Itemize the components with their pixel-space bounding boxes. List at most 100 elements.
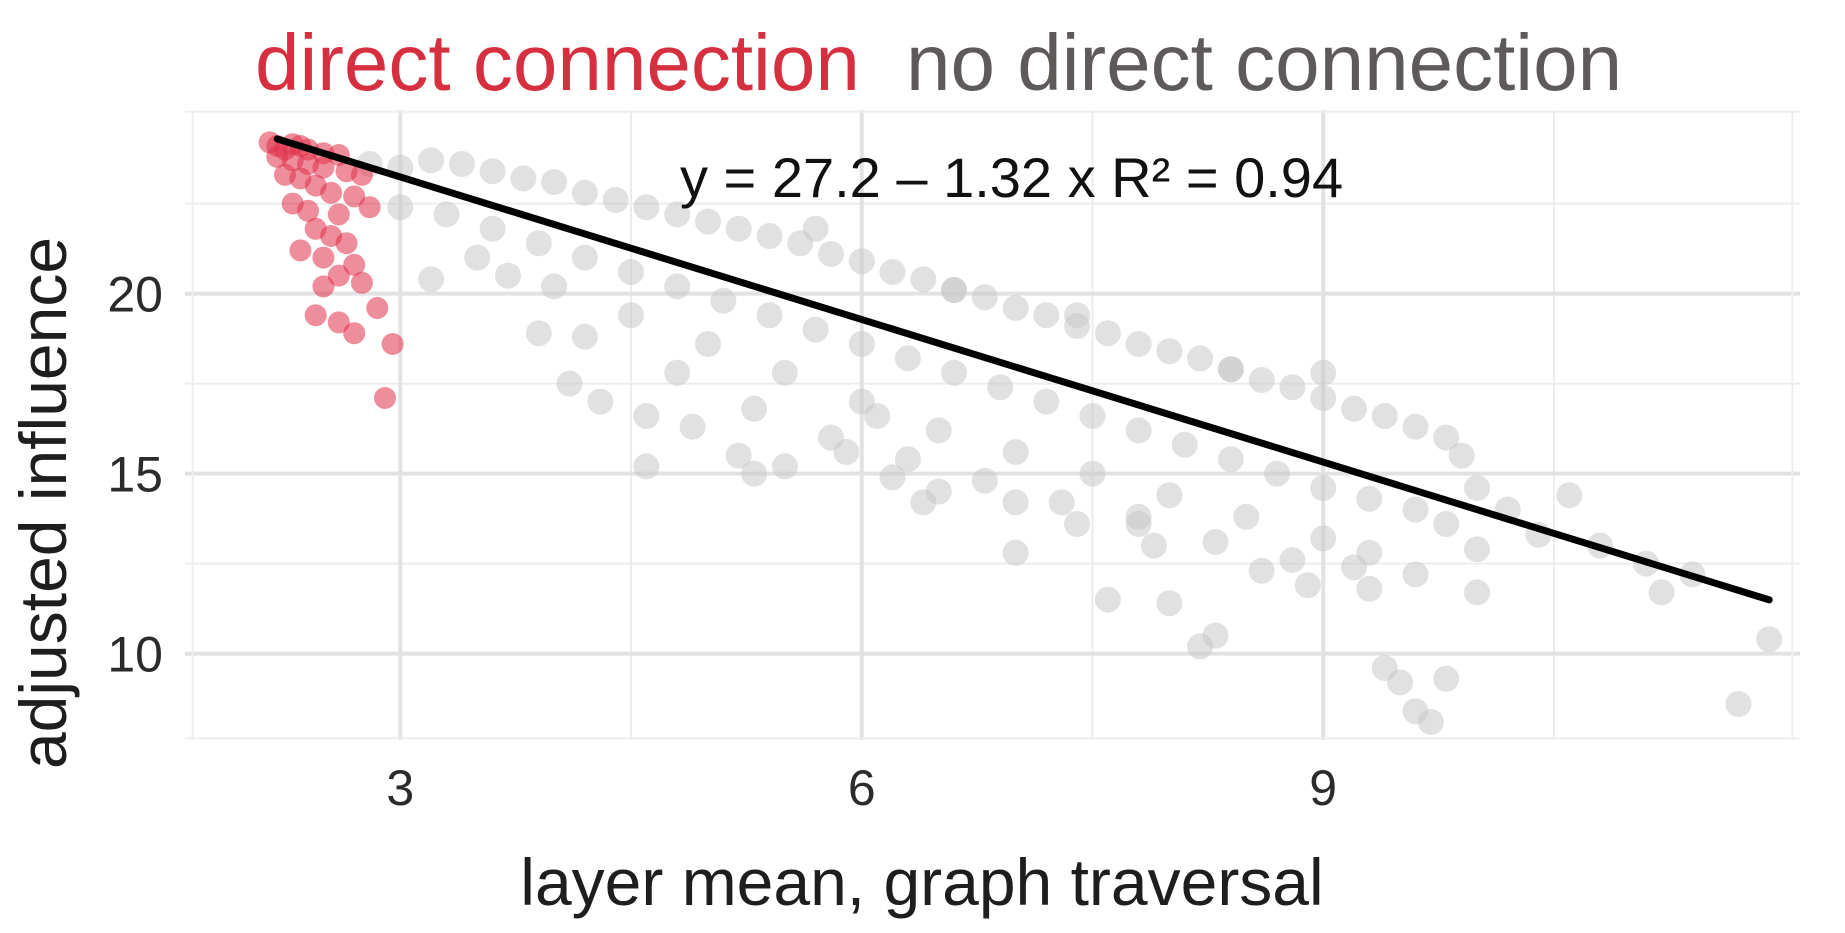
legend-no-direct-connection: no direct connection: [906, 18, 1622, 107]
point-no-direct-connection: [1310, 359, 1337, 386]
point-no-direct-connection: [1141, 532, 1167, 559]
point-no-direct-connection: [741, 395, 768, 422]
point-no-direct-connection: [1648, 579, 1675, 606]
point-no-direct-connection: [495, 262, 521, 289]
point-no-direct-connection: [879, 259, 906, 285]
point-no-direct-connection: [1248, 367, 1275, 393]
point-direct-connection: [343, 253, 366, 276]
point-no-direct-connection: [618, 259, 644, 285]
point-no-direct-connection: [571, 323, 598, 350]
x-axis-ticks: 3 6 9: [386, 760, 1337, 816]
point-no-direct-connection: [756, 302, 783, 329]
point-no-direct-connection: [1279, 374, 1306, 401]
point-no-direct-connection: [571, 179, 598, 206]
y-tick-label: 15: [107, 447, 163, 503]
point-no-direct-connection: [1464, 579, 1490, 606]
x-tick-label: 6: [848, 760, 876, 816]
point-no-direct-connection: [1156, 338, 1183, 365]
point-no-direct-connection: [448, 151, 475, 177]
point-direct-connection: [327, 203, 350, 226]
point-no-direct-connection: [894, 345, 921, 372]
point-no-direct-connection: [1448, 442, 1475, 469]
point-no-direct-connection: [1310, 525, 1337, 552]
point-no-direct-connection: [1756, 626, 1783, 653]
point-direct-connection: [350, 271, 373, 294]
point-no-direct-connection: [1725, 691, 1752, 717]
point-no-direct-connection: [1371, 403, 1398, 429]
point-no-direct-connection: [1202, 529, 1229, 555]
point-no-direct-connection: [541, 273, 568, 300]
point-no-direct-connection: [941, 359, 967, 386]
point-no-direct-connection: [802, 316, 829, 343]
y-axis-title: adjusted influence: [6, 237, 80, 769]
point-direct-connection: [312, 275, 335, 298]
point-no-direct-connection: [679, 413, 706, 440]
point-no-direct-connection: [664, 201, 691, 228]
point-no-direct-connection: [1248, 557, 1275, 584]
point-no-direct-connection: [664, 359, 691, 386]
point-no-direct-connection: [879, 464, 906, 491]
point-no-direct-connection: [418, 266, 445, 293]
point-no-direct-connection: [479, 215, 506, 242]
point-no-direct-connection: [1356, 575, 1383, 602]
point-no-direct-connection: [864, 403, 891, 429]
point-direct-connection: [289, 239, 312, 262]
point-no-direct-connection: [910, 489, 937, 516]
point-no-direct-connection: [1279, 547, 1306, 573]
point-no-direct-connection: [1310, 385, 1337, 411]
point-direct-connection: [381, 333, 404, 355]
point-no-direct-connection: [525, 230, 552, 257]
point-no-direct-connection: [1002, 489, 1029, 516]
point-no-direct-connection: [1387, 669, 1414, 696]
point-no-direct-connection: [1125, 331, 1152, 357]
point-no-direct-connection: [1402, 413, 1429, 440]
point-no-direct-connection: [1402, 561, 1429, 588]
point-no-direct-connection: [1217, 446, 1244, 473]
point-direct-connection: [304, 304, 327, 327]
point-direct-connection: [297, 199, 319, 222]
point-no-direct-connection: [695, 208, 721, 235]
point-no-direct-connection: [633, 403, 660, 429]
point-no-direct-connection: [710, 287, 737, 314]
point-no-direct-connection: [1079, 403, 1106, 429]
point-no-direct-connection: [525, 320, 552, 347]
point-direct-connection: [327, 264, 350, 287]
point-no-direct-connection: [1464, 475, 1490, 501]
point-no-direct-connection: [725, 442, 752, 469]
point-no-direct-connection: [1079, 460, 1106, 487]
point-direct-connection: [366, 297, 389, 319]
point-no-direct-connection: [695, 331, 721, 357]
y-tick-label: 20: [107, 267, 163, 323]
point-no-direct-connection: [433, 201, 460, 228]
point-no-direct-connection: [1402, 496, 1429, 523]
point-no-direct-connection: [510, 165, 537, 192]
point-no-direct-connection: [541, 169, 568, 195]
point-direct-connection: [320, 181, 343, 204]
point-no-direct-connection: [1156, 590, 1183, 617]
point-no-direct-connection: [556, 370, 583, 397]
point-direct-connection: [343, 322, 366, 345]
point-no-direct-connection: [602, 187, 629, 213]
point-no-direct-connection: [1341, 395, 1367, 422]
point-no-direct-connection: [1094, 320, 1121, 347]
point-no-direct-connection: [1233, 503, 1260, 530]
legend-title: direct connection no direct connection: [255, 18, 1622, 107]
point-no-direct-connection: [1264, 460, 1290, 487]
point-no-direct-connection: [848, 331, 875, 357]
point-no-direct-connection: [1002, 539, 1029, 566]
regression-layer: [273, 135, 1773, 604]
point-no-direct-connection: [818, 241, 844, 267]
point-direct-connection: [343, 185, 366, 208]
point-no-direct-connection: [971, 284, 998, 311]
point-no-direct-connection: [1341, 554, 1367, 581]
point-direct-connection: [335, 232, 358, 255]
point-no-direct-connection: [1064, 302, 1091, 329]
point-no-direct-connection: [1556, 482, 1583, 509]
point-no-direct-connection: [479, 158, 506, 185]
point-no-direct-connection: [1310, 475, 1337, 501]
legend-direct-connection: direct connection: [255, 18, 860, 107]
point-no-direct-connection: [1417, 709, 1444, 735]
point-no-direct-connection: [771, 453, 798, 480]
point-direct-connection: [312, 246, 335, 269]
